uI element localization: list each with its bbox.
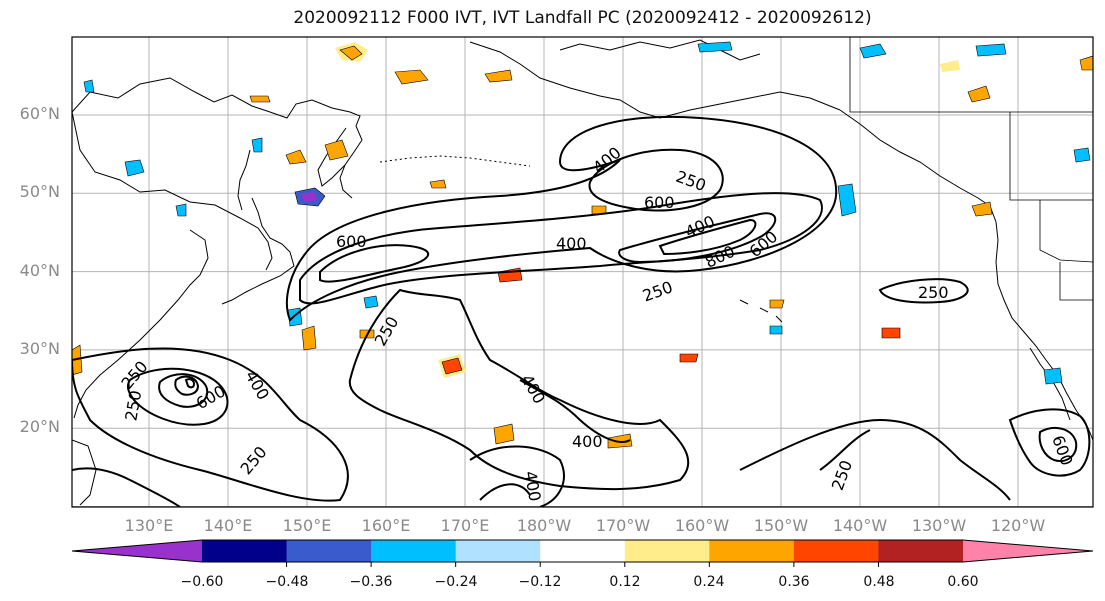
- lat-label: 60°N: [19, 104, 60, 123]
- colorbar-tick-label: 0.12: [609, 574, 641, 590]
- colorbar-tick-label: 0.60: [947, 574, 979, 590]
- colorbar-swatch: [540, 540, 626, 562]
- lon-label: 130°E: [124, 516, 174, 535]
- lon-label: 150°E: [282, 516, 332, 535]
- contour-label: 600: [336, 232, 367, 251]
- lon-label: 170°E: [440, 516, 490, 535]
- map-border: [71, 36, 1094, 508]
- colorbar-swatch: [202, 540, 288, 562]
- positive-ivt-patches: [72, 42, 1093, 449]
- lat-label: 30°N: [19, 339, 60, 358]
- colorbar-tick-label: −0.36: [349, 574, 393, 590]
- colorbar-swatch: [72, 540, 202, 562]
- colorbar-tick-label: −0.12: [518, 574, 562, 590]
- lat-label: 50°N: [19, 182, 60, 201]
- map-title: 2020092112 F000 IVT, IVT Landfall PC (20…: [293, 8, 872, 28]
- colorbar-outline: [71, 539, 1094, 563]
- contour-label: 600: [644, 193, 675, 212]
- negative-ivt-patches: [83, 41, 1091, 385]
- colorbar-tick-label: 0.48: [863, 574, 895, 590]
- lon-label: 160°E: [361, 516, 411, 535]
- lon-label: 150°W: [753, 516, 809, 535]
- lat-label: 20°N: [19, 417, 60, 436]
- colorbar-swatch: [878, 540, 964, 562]
- lon-label: 160°W: [674, 516, 730, 535]
- lat-label: 40°N: [19, 261, 60, 280]
- colorbar-swatch: [793, 540, 879, 562]
- colorbar-tick-label: −0.24: [434, 574, 478, 590]
- colorbar-swatch: [371, 540, 457, 562]
- lon-label: 140°E: [203, 516, 253, 535]
- colorbar-swatch: [624, 540, 710, 562]
- colorbar-tick-label: 0.36: [778, 574, 810, 590]
- lon-label: 170°W: [595, 516, 651, 535]
- contour-label: 400: [556, 234, 587, 253]
- lon-label: 180°W: [516, 516, 572, 535]
- political-borders: [849, 37, 1093, 301]
- colorbar-tick-label: 0.24: [693, 574, 725, 590]
- colorbar-swatch: [963, 540, 1093, 562]
- ivt-contours: [72, 115, 1091, 507]
- contour-label: 400: [572, 432, 603, 451]
- colorbar-tick-label: −0.60: [180, 574, 224, 590]
- colorbar-swatch: [709, 540, 795, 562]
- colorbar-swatch: [286, 540, 372, 562]
- contour-label: 250: [918, 283, 949, 302]
- colorbar-tick-label: −0.48: [265, 574, 309, 590]
- lon-label: 120°W: [990, 516, 1046, 535]
- colorbar-swatch: [455, 540, 541, 562]
- lon-label: 140°W: [832, 516, 888, 535]
- coastlines: [72, 39, 1093, 506]
- lon-label: 130°W: [911, 516, 967, 535]
- colorbar: [71, 539, 1094, 567]
